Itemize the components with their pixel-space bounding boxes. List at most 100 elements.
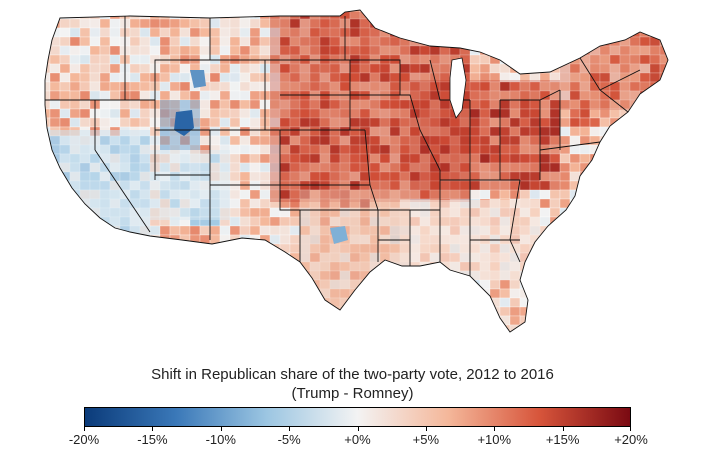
county-cell (69, 261, 81, 272)
county-cell (49, 207, 61, 218)
county-cell (45, 270, 51, 281)
county-cell (599, 315, 611, 326)
county-cell (509, 10, 521, 20)
county-cell (619, 324, 631, 332)
county-cell (459, 279, 471, 290)
county-cell (79, 243, 91, 254)
county-cell (159, 252, 171, 263)
county-cell (179, 225, 191, 236)
county-cell (150, 334, 160, 343)
county-cell (559, 117, 571, 128)
county-cell (69, 315, 81, 326)
county-cell (599, 162, 611, 173)
county-cell (379, 270, 391, 281)
county-cell (45, 234, 51, 245)
county-cell (559, 315, 571, 326)
county-cell (109, 243, 121, 254)
county-cell (639, 18, 651, 29)
county-cell (259, 225, 271, 236)
county-cell (99, 279, 111, 290)
county-cell (379, 324, 391, 332)
legend-tick-label: -15% (137, 432, 168, 447)
county-cell (250, 334, 260, 343)
county-cell (149, 315, 161, 326)
county-cell (109, 306, 121, 317)
county-cell (139, 81, 151, 92)
county-cell (390, 334, 400, 343)
county-cell (319, 315, 331, 326)
county-cell (619, 225, 631, 236)
county-cell (519, 63, 531, 74)
county-cell (129, 81, 141, 92)
county-cell (369, 10, 381, 20)
county-cell (350, 334, 360, 343)
county-cell (609, 126, 621, 137)
county-cell (469, 54, 481, 65)
county-cell (179, 261, 191, 272)
county-cell (479, 54, 491, 65)
county-cell (49, 18, 61, 29)
county-cell (599, 27, 611, 38)
county-cell (529, 306, 541, 317)
county-cell (69, 234, 81, 245)
county-cell (639, 270, 651, 281)
county-cell (479, 324, 491, 332)
county-cell (519, 45, 531, 56)
county-cell (89, 243, 101, 254)
color-scale-bar (84, 407, 631, 427)
county-cell (659, 288, 668, 299)
county-cell (509, 297, 521, 308)
county-cell (519, 10, 531, 20)
county-cell (129, 252, 141, 263)
county-cell (159, 54, 171, 65)
county-cell (670, 307, 680, 316)
county-cell (559, 135, 571, 146)
county-cell (139, 117, 151, 128)
county-cell (229, 315, 241, 326)
county-cell (45, 63, 51, 74)
county-cell (89, 297, 101, 308)
county-cell (209, 36, 221, 47)
county-cell (599, 306, 611, 317)
county-cell (559, 171, 571, 182)
county-cell (69, 225, 81, 236)
county-cell (59, 72, 71, 83)
county-cell (369, 315, 381, 326)
county-cell (589, 198, 601, 209)
county-cell (269, 252, 281, 263)
county-cell (649, 234, 661, 245)
county-cell (409, 297, 421, 308)
county-cell (539, 36, 551, 47)
county-cell (419, 306, 431, 317)
county-cell (549, 324, 561, 332)
county-cell (510, 334, 520, 343)
county-cell (109, 45, 121, 56)
county-cell (559, 207, 571, 218)
county-cell (249, 63, 261, 74)
county-cell (109, 36, 121, 47)
county-cell (59, 198, 71, 209)
county-cell (49, 261, 61, 272)
county-cell (649, 288, 661, 299)
county-cell (219, 324, 231, 332)
county-cell (89, 45, 101, 56)
county-cell (309, 297, 321, 308)
county-cell (599, 198, 611, 209)
county-cell (649, 135, 661, 146)
county-cell (589, 288, 601, 299)
county-cell (79, 288, 91, 299)
county-cell (629, 126, 641, 137)
county-cell (569, 243, 581, 254)
county-cell (219, 27, 231, 38)
county-cell (479, 36, 491, 47)
county-cell (299, 315, 311, 326)
county-cell (670, 100, 680, 109)
county-cell (359, 297, 371, 308)
county-cell (109, 252, 121, 263)
county-cell (209, 90, 221, 101)
county-cell (509, 27, 521, 38)
county-cell (249, 324, 261, 332)
county-cell (229, 261, 241, 272)
county-cell (209, 270, 221, 281)
county-cell (359, 324, 371, 332)
